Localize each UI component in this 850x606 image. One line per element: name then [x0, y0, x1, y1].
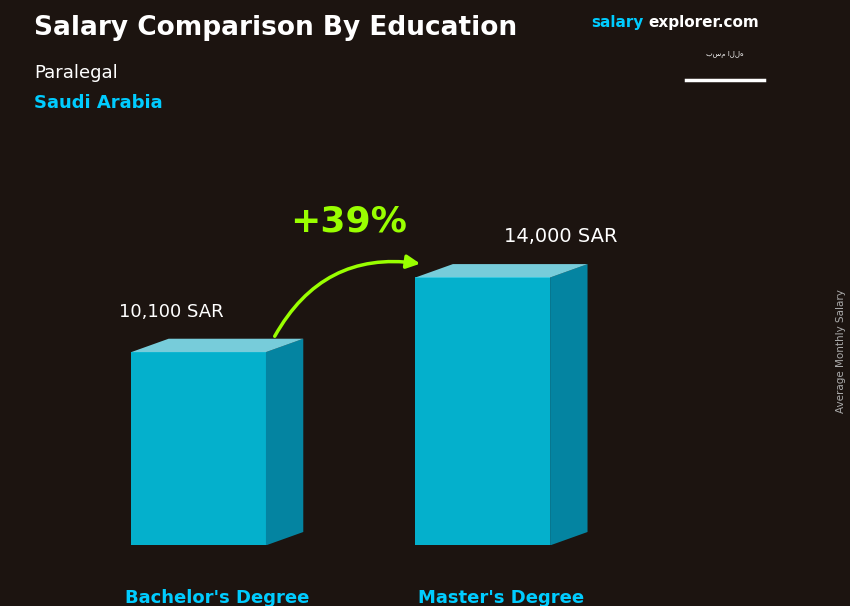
- Polygon shape: [266, 339, 303, 545]
- Text: explorer.com: explorer.com: [649, 15, 759, 30]
- Text: +39%: +39%: [290, 204, 406, 238]
- Polygon shape: [416, 264, 587, 278]
- Polygon shape: [416, 278, 550, 545]
- Text: Saudi Arabia: Saudi Arabia: [34, 94, 162, 112]
- Text: Salary Comparison By Education: Salary Comparison By Education: [34, 15, 517, 41]
- Text: salary: salary: [591, 15, 643, 30]
- Polygon shape: [131, 352, 266, 545]
- Text: Master's Degree: Master's Degree: [418, 589, 585, 606]
- Text: Paralegal: Paralegal: [34, 64, 118, 82]
- Text: بسم الله: بسم الله: [706, 51, 744, 58]
- Text: Average Monthly Salary: Average Monthly Salary: [836, 290, 846, 413]
- Text: 14,000 SAR: 14,000 SAR: [504, 227, 617, 246]
- Text: Bachelor's Degree: Bachelor's Degree: [125, 589, 309, 606]
- Polygon shape: [131, 339, 303, 352]
- Polygon shape: [550, 264, 587, 545]
- Text: 10,100 SAR: 10,100 SAR: [119, 302, 224, 321]
